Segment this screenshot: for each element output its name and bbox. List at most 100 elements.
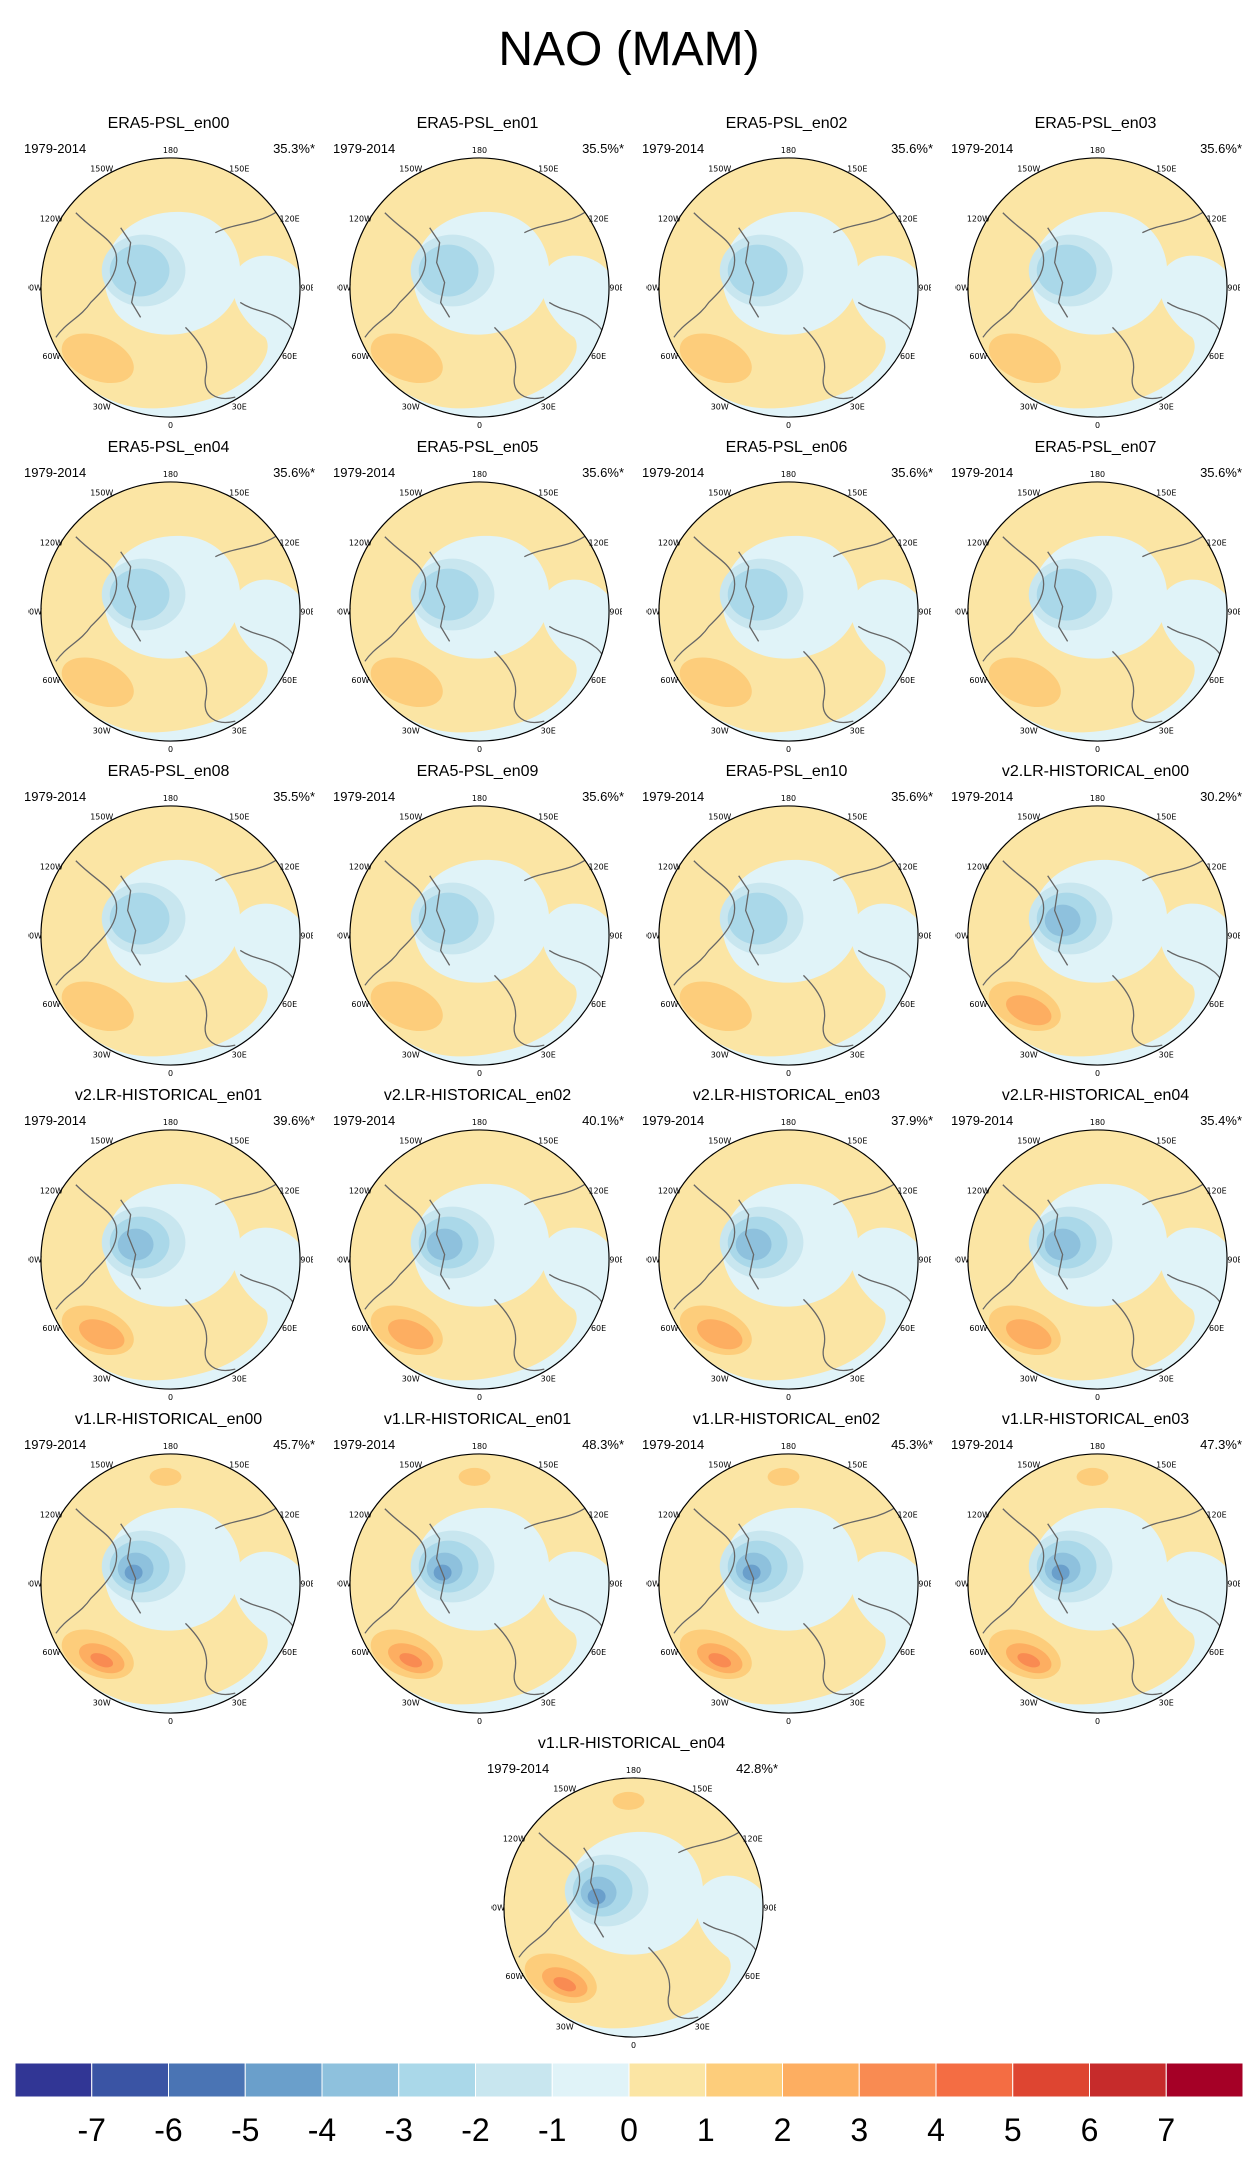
longitude-label: 60E <box>282 676 297 685</box>
panel-title: v1.LR-HISTORICAL_en01 <box>383 1411 572 1428</box>
longitude-label: 90E <box>609 931 622 940</box>
longitude-label: 30W <box>711 727 729 736</box>
colorbar-swatch <box>398 2063 476 2097</box>
panel-title: v1.LR-HISTORICAL_en03 <box>1001 1411 1190 1428</box>
longitude-label: 0 <box>477 745 482 754</box>
longitude-label: 150W <box>708 488 731 497</box>
map-boundary <box>349 1129 610 1390</box>
map-boundary <box>658 1453 919 1714</box>
longitude-label: 120W <box>967 1511 990 1520</box>
longitude-label: 0 <box>168 745 173 754</box>
colorbar-swatch <box>782 2063 860 2097</box>
map-boundary <box>349 805 610 1066</box>
map-panel: ERA5-PSL_en06 1979-2014 35.6%* 180 150E 120E 9… <box>634 439 939 759</box>
panel-period: 1979-2014 <box>333 1437 396 1452</box>
panel-title: ERA5-PSL_en02 <box>725 115 848 132</box>
coastline <box>673 1184 736 1310</box>
coastline <box>184 1298 236 1371</box>
explained-variance: 35.6%* <box>1200 141 1242 156</box>
map-panel: v1.LR-HISTORICAL_en03 1979-2014 47.3%* 180 1… <box>943 1411 1248 1731</box>
coastline <box>647 1946 699 2019</box>
longitude-label: 150E <box>538 164 558 173</box>
longitude-label: 90W <box>646 607 660 616</box>
explained-variance: 35.6%* <box>582 465 624 480</box>
polar-stereographic-map: 180 150E 120E 90E 60E 30E 0 30W 60W 90W 120W 150W <box>28 1442 313 1726</box>
map-panel: v1.LR-HISTORICAL_en02 1979-2014 45.3%* 180 1… <box>634 1411 939 1731</box>
longitude-label: 90W <box>955 1255 969 1264</box>
longitude-label: 60W <box>660 352 678 361</box>
longitude-label: 60E <box>900 1000 915 1009</box>
map-panel: v1.LR-HISTORICAL_en00 1979-2014 45.7%* 180 1… <box>16 1411 321 1731</box>
map-boundary <box>658 805 919 1066</box>
longitude-label: 60W <box>969 1324 987 1333</box>
longitude-label: 120E <box>742 1835 762 1844</box>
coastline <box>738 1199 760 1290</box>
longitude-label: 150E <box>229 1136 249 1145</box>
longitude-label: 0 <box>1095 745 1100 754</box>
longitude-label: 150W <box>1017 1460 1040 1469</box>
map-boundary <box>967 1453 1228 1714</box>
longitude-label: 120E <box>1206 1187 1226 1196</box>
longitude-label: 30W <box>711 1051 729 1060</box>
longitude-label: 120E <box>279 215 299 224</box>
longitude-label: 60E <box>591 1648 606 1657</box>
panel-title: ERA5-PSL_en10 <box>725 763 848 780</box>
longitude-label: 120W <box>40 863 63 872</box>
polar-stereographic-map: 180 150E 120E 90E 60E 30E 0 30W 60W 90W 120W 150W <box>337 1442 622 1726</box>
colorbar-swatch <box>244 2063 323 2097</box>
coastline <box>364 212 427 338</box>
longitude-label: 60E <box>591 1000 606 1009</box>
explained-variance: 35.5%* <box>273 789 315 804</box>
longitude-label: 90E <box>300 1579 313 1588</box>
longitude-label: 90E <box>609 283 622 292</box>
colorbar-swatch <box>858 2063 937 2097</box>
polar-stereographic-map: 180 150E 120E 90E 60E 30E 0 30W 60W 90W 120W 150W <box>955 794 1240 1078</box>
longitude-label: 60W <box>351 352 369 361</box>
explained-variance: 35.6%* <box>891 141 933 156</box>
polar-stereographic-map: 180 150E 120E 90E 60E 30E 0 30W 60W 90W 120W 150W <box>646 1118 931 1402</box>
longitude-label: 120W <box>40 1187 63 1196</box>
map-panel: ERA5-PSL_en00 1979-2014 35.3%* 180 150E 120E 9… <box>16 115 321 435</box>
map-panel: ERA5-PSL_en07 1979-2014 35.6%* 180 150E 120E 9… <box>943 439 1248 759</box>
coastline <box>55 536 118 662</box>
longitude-label: 30W <box>1020 727 1038 736</box>
longitude-label: 0 <box>168 421 173 430</box>
longitude-label: 60W <box>660 1324 678 1333</box>
map-boundary <box>658 1129 919 1390</box>
panel-title: v2.LR-HISTORICAL_en00 <box>1001 763 1190 780</box>
longitude-label: 60W <box>42 352 60 361</box>
longitude-label: 0 <box>477 1069 482 1078</box>
longitude-label: 60E <box>900 352 915 361</box>
map-boundary <box>40 157 301 418</box>
coastline <box>802 650 854 723</box>
coastline <box>1047 875 1069 966</box>
longitude-label: 90E <box>609 607 622 616</box>
longitude-label: 120E <box>897 215 917 224</box>
longitude-label: 150E <box>538 1460 558 1469</box>
panel-title: v1.LR-HISTORICAL_en04 <box>537 1735 726 1752</box>
colorbar-tick-label: -3 <box>384 2112 413 2148</box>
panel-title: v2.LR-HISTORICAL_en04 <box>1001 1087 1190 1104</box>
longitude-label: 60E <box>282 1000 297 1009</box>
longitude-label: 0 <box>786 1393 791 1402</box>
colorbar-swatch <box>935 2063 1014 2097</box>
longitude-label: 120E <box>588 215 608 224</box>
longitude-label: 90E <box>609 1255 622 1264</box>
longitude-label: 120W <box>658 1187 681 1196</box>
coastline <box>518 1832 581 1958</box>
panel-title: ERA5-PSL_en03 <box>1034 115 1157 132</box>
longitude-label: 60W <box>42 1648 60 1657</box>
explained-variance: 45.3%* <box>891 1437 933 1452</box>
explained-variance: 35.6%* <box>1200 465 1242 480</box>
polar-stereographic-map: 180 150E 120E 90E 60E 30E 0 30W 60W 90W 120W 150W <box>955 1442 1240 1726</box>
longitude-label: 180 <box>781 1442 796 1451</box>
longitude-label: 60E <box>591 1324 606 1333</box>
longitude-label: 90E <box>918 931 931 940</box>
longitude-label: 30E <box>1159 727 1174 736</box>
polar-stereographic-map: 180 150E 120E 90E 60E 30E 0 30W 60W 90W 120W 150W <box>646 794 931 1078</box>
polar-stereographic-map: 180 150E 120E 90E 60E 30E 0 30W 60W 90W 120W 150W <box>646 470 931 754</box>
coastline <box>982 860 1045 986</box>
longitude-label: 90W <box>28 1255 42 1264</box>
longitude-label: 60E <box>1209 1000 1224 1009</box>
coastline <box>184 650 236 723</box>
